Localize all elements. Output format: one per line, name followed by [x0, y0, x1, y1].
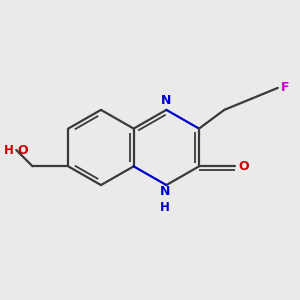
Text: F: F: [281, 81, 290, 94]
Text: N: N: [161, 94, 172, 107]
Text: O: O: [18, 143, 28, 157]
Text: H: H: [160, 201, 170, 214]
Text: O: O: [238, 160, 249, 173]
Text: N: N: [160, 185, 170, 198]
Text: H: H: [4, 143, 14, 157]
